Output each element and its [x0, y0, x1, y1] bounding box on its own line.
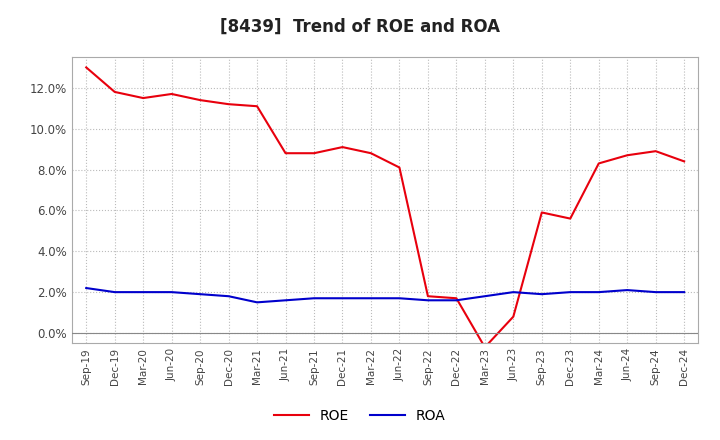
ROE [480, 345, 489, 350]
ROA [282, 297, 290, 303]
ROE [196, 97, 204, 103]
ROE [395, 165, 404, 170]
ROA [680, 290, 688, 295]
ROA [139, 290, 148, 295]
ROE [139, 95, 148, 101]
ROA [110, 290, 119, 295]
ROE [452, 296, 461, 301]
ROE [652, 149, 660, 154]
ROA [167, 290, 176, 295]
ROE [423, 293, 432, 299]
ROA [509, 290, 518, 295]
ROA [338, 296, 347, 301]
Legend: ROE, ROA: ROE, ROA [269, 403, 451, 429]
ROE [110, 89, 119, 95]
ROA [480, 293, 489, 299]
ROE [623, 153, 631, 158]
ROA [82, 286, 91, 291]
ROE [225, 102, 233, 107]
ROA [225, 293, 233, 299]
ROE [566, 216, 575, 221]
ROE [537, 210, 546, 215]
ROA [423, 297, 432, 303]
ROE [310, 150, 318, 156]
ROA [253, 300, 261, 305]
ROA [310, 296, 318, 301]
ROE [366, 150, 375, 156]
ROA [595, 290, 603, 295]
ROE [680, 159, 688, 164]
ROA [537, 292, 546, 297]
Text: [8439]  Trend of ROE and ROA: [8439] Trend of ROE and ROA [220, 18, 500, 36]
ROA [196, 292, 204, 297]
ROE [338, 144, 347, 150]
ROE [167, 92, 176, 97]
Line: ROE: ROE [86, 67, 684, 347]
ROA [566, 290, 575, 295]
ROA [395, 296, 404, 301]
ROE [253, 103, 261, 109]
ROE [282, 150, 290, 156]
ROA [623, 287, 631, 293]
ROE [595, 161, 603, 166]
ROA [452, 297, 461, 303]
ROA [366, 296, 375, 301]
Line: ROA: ROA [86, 288, 684, 302]
ROE [509, 314, 518, 319]
ROE [82, 65, 91, 70]
ROA [652, 290, 660, 295]
